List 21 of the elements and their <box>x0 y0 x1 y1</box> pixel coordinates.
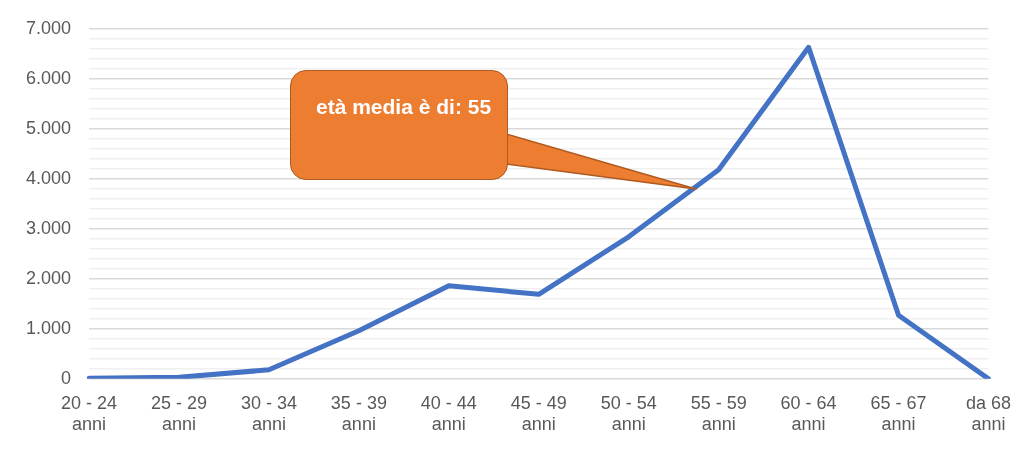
y-tick-label: 4.000 <box>26 167 72 188</box>
y-tick-label: 1.000 <box>26 317 72 338</box>
x-tick-label: da 68 anni <box>965 392 1011 435</box>
y-tick-label: 7.000 <box>26 17 72 38</box>
y-tick-label: 3.000 <box>26 217 72 238</box>
y-tick-label: 5.000 <box>26 117 72 138</box>
y-tick-label: 2.000 <box>26 267 72 288</box>
x-tick-label: 40 - 44 anni <box>420 392 477 435</box>
annotation: età media è di: 55 <box>316 94 493 120</box>
x-tick-label: 35 - 39 anni <box>330 392 387 435</box>
x-tick-label: 45 - 49 anni <box>510 392 567 435</box>
x-tick-label: 25 - 29 anni <box>150 392 208 435</box>
y-tick-label: 0 <box>61 367 72 388</box>
x-tick-label: 60 - 64 anni <box>780 392 837 435</box>
speech-bubble: età media è di: 55 <box>290 70 698 191</box>
x-tick-label: 65 - 67 anni <box>870 392 927 435</box>
y-tick-label: 6.000 <box>26 67 72 88</box>
x-tick-label: 50 - 54 anni <box>600 392 657 435</box>
x-tick-label: 20 - 24 anni <box>61 392 118 435</box>
x-tick-label: 55 - 59 anni <box>690 392 747 435</box>
x-tick-label: 30 - 34 anni <box>240 392 297 435</box>
